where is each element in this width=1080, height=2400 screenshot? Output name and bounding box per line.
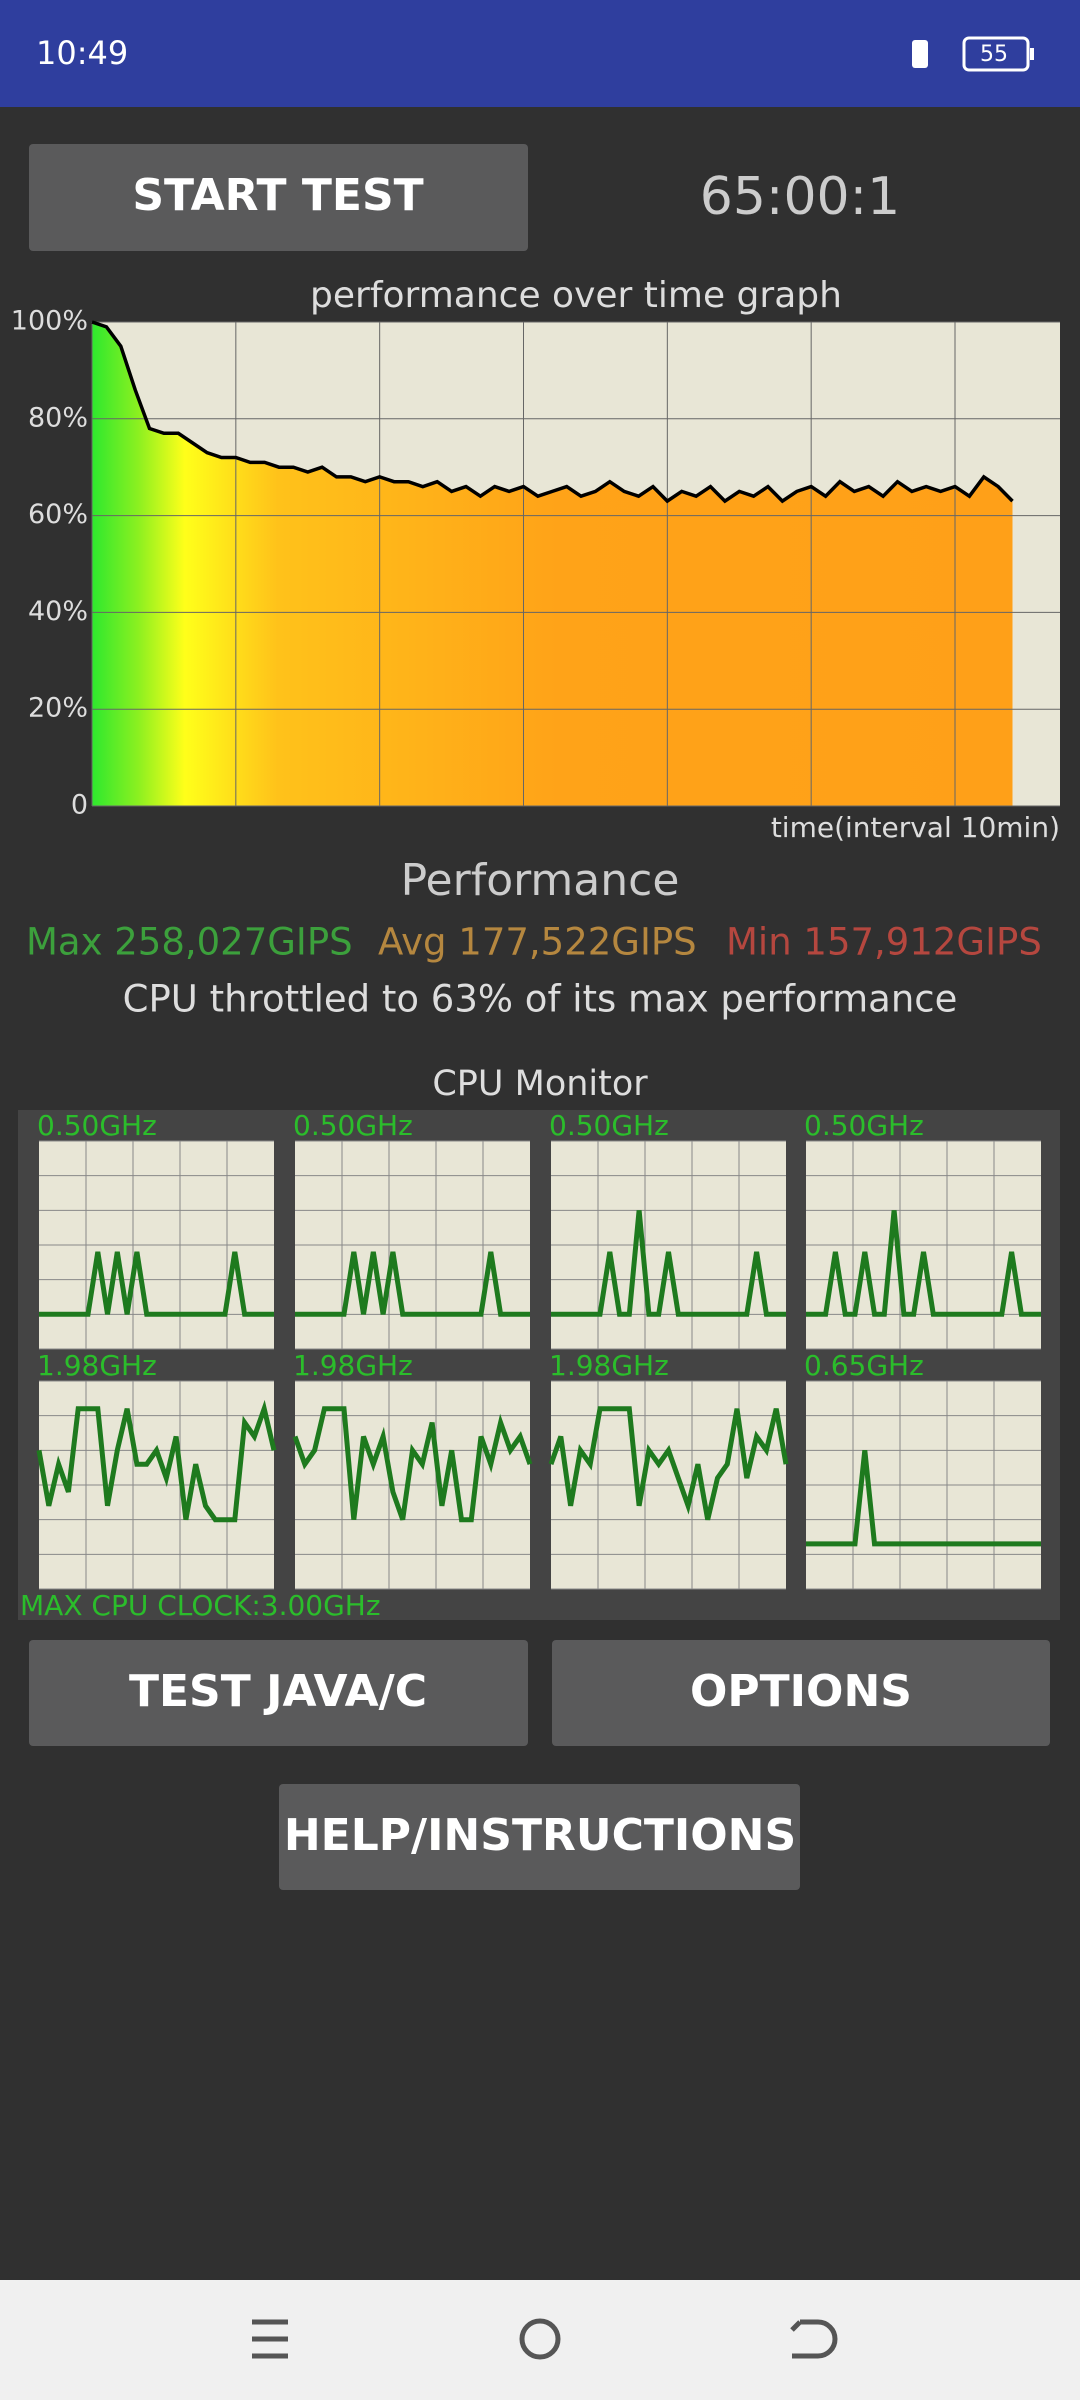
performance-area xyxy=(92,322,1013,806)
options-label: OPTIONS xyxy=(690,1666,912,1717)
performance-title: Performance xyxy=(401,855,680,906)
y-tick-label: 60% xyxy=(28,499,88,530)
max-cpu-clock: MAX CPU CLOCK:3.00GHz xyxy=(20,1589,381,1622)
core-frequency-line xyxy=(551,1210,786,1317)
cpu-monitor-title: CPU Monitor xyxy=(432,1064,648,1104)
back-button[interactable] xyxy=(790,2319,838,2359)
performance-line xyxy=(91,320,1014,504)
max-stat: Max 258,027GIPS xyxy=(26,921,353,964)
help-label: HELP/INSTRUCTIONS xyxy=(284,1810,796,1861)
start-test-button[interactable] xyxy=(29,144,528,251)
chart-title: performance over time graph xyxy=(310,275,842,316)
core-frequency: 0.50GHz xyxy=(804,1109,924,1142)
clock: 10:49 xyxy=(36,34,128,72)
core-frequency-line xyxy=(806,1210,1041,1317)
y-tick-label: 80% xyxy=(28,402,88,433)
core-frequency-line xyxy=(292,1406,533,1523)
core-frequency-line xyxy=(36,1399,277,1523)
battery-level: 55 xyxy=(980,42,1008,67)
nav-icons xyxy=(252,2318,838,2360)
home-button[interactable] xyxy=(519,2318,561,2360)
help-button[interactable] xyxy=(279,1784,800,1890)
throttle-text: CPU throttled to 63% of its max performa… xyxy=(123,978,958,1021)
core-frequency: 0.50GHz xyxy=(293,1109,413,1142)
core-frequency: 0.50GHz xyxy=(37,1109,157,1142)
test-java-c-label: TEST JAVA/C xyxy=(129,1666,427,1717)
performance-chart: 0 20% 40% 60% 80% 100% xyxy=(11,306,1060,821)
battery-icon xyxy=(962,36,1030,72)
core-frequency: 0.50GHz xyxy=(549,1109,669,1142)
core-frequency: 1.98GHz xyxy=(37,1349,157,1382)
status-bar xyxy=(0,0,1080,107)
y-tick-label: 40% xyxy=(28,596,88,627)
y-tick-label: 0 xyxy=(71,790,88,821)
min-stat: Min 157,912GIPS xyxy=(726,921,1042,964)
test-java-c-button[interactable] xyxy=(29,1640,528,1746)
y-tick-label: 20% xyxy=(28,693,88,724)
core-frequency-line xyxy=(39,1251,274,1317)
core-frequency: 0.65GHz xyxy=(804,1349,924,1382)
core-frequency-line xyxy=(548,1406,789,1521)
x-axis-label: time(interval 10min) xyxy=(771,811,1060,844)
options-button[interactable] xyxy=(552,1640,1050,1746)
avg-stat: Avg 177,522GIPS xyxy=(378,921,697,964)
core-frequency-line xyxy=(295,1251,530,1317)
navigation-bar xyxy=(0,2280,1080,2400)
start-test-label: START TEST xyxy=(132,170,423,221)
core-frequency: 1.98GHz xyxy=(293,1349,413,1382)
timer: 65:00:1 xyxy=(700,167,900,227)
y-tick-label: 100% xyxy=(11,306,88,337)
core-frequency-line xyxy=(806,1450,1041,1547)
core-frequency: 1.98GHz xyxy=(549,1349,669,1382)
cpu-monitor: 0.50GHz 0.50GHz 0.50GHz 0.50GHz 1.98GHz 1.98G… xyxy=(36,1109,1041,1590)
menu-button[interactable] xyxy=(252,2319,288,2359)
vibrate-icon xyxy=(912,40,928,68)
battery-tip xyxy=(1030,48,1034,60)
